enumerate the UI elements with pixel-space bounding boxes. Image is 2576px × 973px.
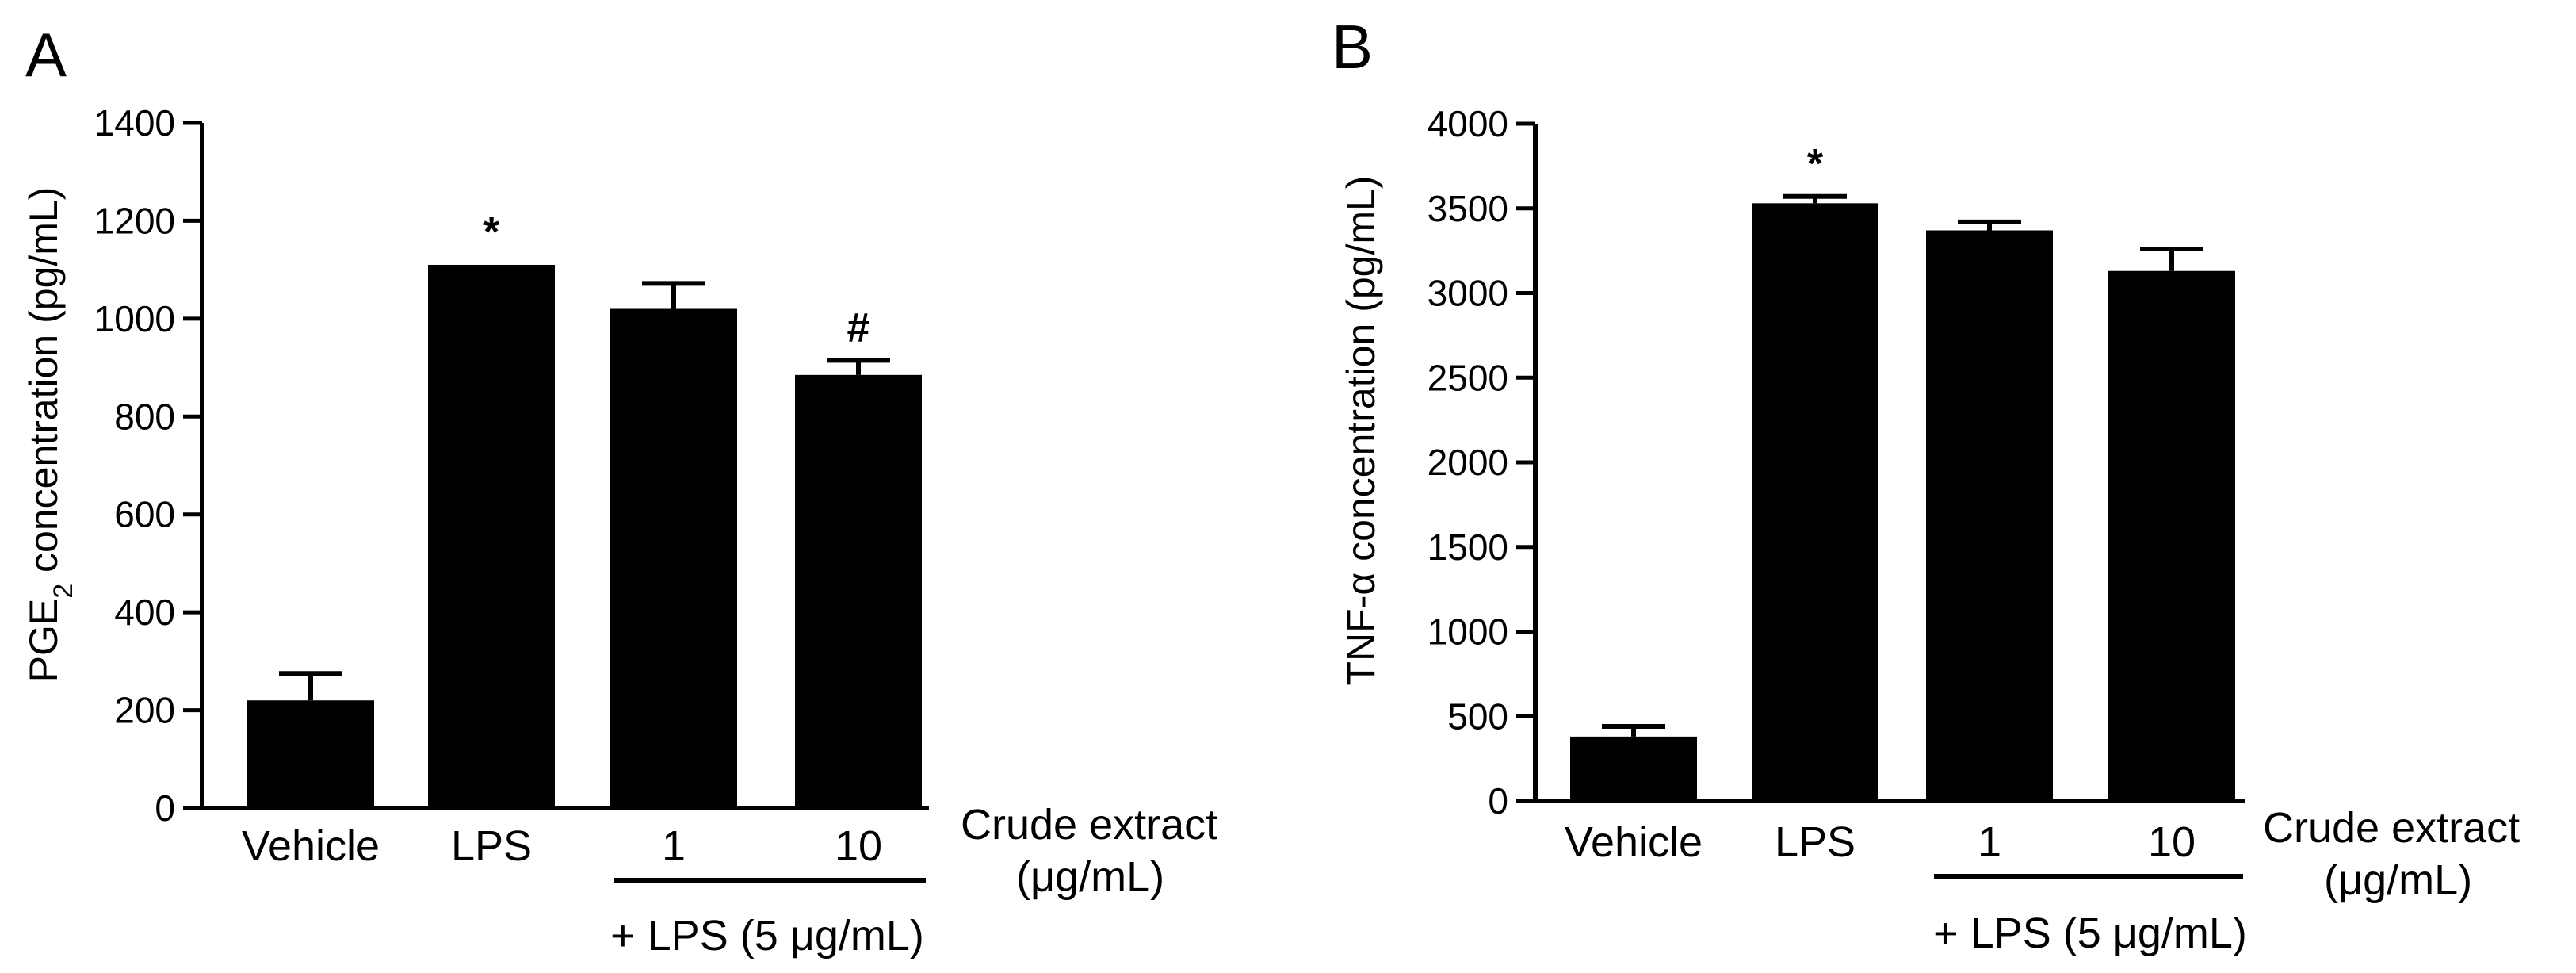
category-label-a-2: 1	[662, 822, 686, 870]
y-tick-label-b-4: 2000	[1428, 442, 1508, 483]
bar-a-1	[428, 264, 555, 808]
panel-letter-b: B	[1332, 12, 1373, 82]
y-tick-label-a-7: 1400	[94, 102, 175, 144]
y-tick-label-b-6: 3000	[1428, 273, 1508, 314]
y-axis-label-b: TNF-α concentration (pg/mL)	[1339, 176, 1383, 686]
y-axis-label-a: PGE2 concentration (pg/mL)	[21, 187, 78, 683]
y-tick-label-a-3: 600	[114, 494, 175, 535]
lps-group-label-b: + LPS (5 μg/mL)	[1933, 910, 2247, 957]
bars-a: *#	[247, 209, 922, 808]
category-label-a-1: LPS	[451, 822, 532, 870]
bar-a-2	[610, 308, 737, 808]
side-label-b-line1: Crude extract	[2263, 804, 2520, 852]
categories-a: Vehicle LPS 1 10	[242, 822, 882, 870]
y-ticks-a: 0 200 400 600 800 1000 1200 1400	[94, 102, 202, 829]
y-axis-label-a-rest: concentration (pg/mL)	[21, 187, 66, 584]
category-label-b-1: LPS	[1775, 818, 1856, 866]
bars-b: *	[1570, 141, 2235, 802]
panel-b: B TNF-α concentration (pg/mL) 0 500 1000 15…	[1332, 12, 2520, 957]
y-tick-label-a-2: 400	[114, 592, 175, 633]
y-tick-label-b-3: 1500	[1428, 527, 1508, 568]
y-tick-label-b-8: 4000	[1428, 103, 1508, 144]
category-label-b-2: 1	[1978, 818, 2001, 866]
y-tick-label-b-7: 3500	[1428, 188, 1508, 229]
significance-mark-a-3: #	[847, 305, 870, 351]
category-label-a-3: 10	[835, 822, 882, 870]
significance-mark-a-1: *	[483, 209, 500, 255]
y-tick-label-a-1: 200	[114, 690, 175, 731]
side-label-a-line2: (μg/mL)	[1016, 853, 1164, 901]
bar-b-1	[1752, 203, 1878, 802]
y-tick-label-b-2: 1000	[1428, 611, 1508, 653]
y-tick-label-a-0: 0	[155, 787, 175, 829]
y-axis-label-a-main: PGE	[21, 599, 66, 683]
y-tick-label-b-0: 0	[1488, 780, 1508, 822]
bar-a-3	[795, 374, 922, 808]
y-tick-label-a-6: 1200	[94, 200, 175, 241]
categories-b: Vehicle LPS 1 10	[1565, 818, 2196, 866]
bar-a-0	[247, 700, 374, 808]
significance-mark-b-1: *	[1807, 141, 1824, 187]
bar-b-0	[1570, 736, 1697, 801]
category-label-a-0: Vehicle	[242, 822, 380, 870]
lps-group-label-a: + LPS (5 μg/mL)	[610, 912, 924, 960]
panel-letter-a: A	[25, 20, 67, 90]
bar-b-2	[1926, 230, 2053, 801]
y-tick-label-b-5: 2500	[1428, 357, 1508, 398]
side-label-a-line1: Crude extract	[961, 801, 1217, 849]
y-tick-label-a-5: 1000	[94, 298, 175, 339]
bar-b-3	[2108, 270, 2235, 801]
y-tick-label-b-1: 500	[1447, 695, 1508, 737]
side-label-b-line2: (μg/mL)	[2324, 856, 2472, 904]
y-ticks-b: 0 500 1000 1500 2000 2500 3000 3500 4000	[1428, 103, 1535, 822]
panel-a: A PGE2 concentration (pg/mL) 0 200 400 600 8…	[21, 20, 1217, 960]
y-tick-label-a-4: 800	[114, 396, 175, 437]
y-axis-label-a-sub: 2	[48, 584, 78, 599]
category-label-b-3: 10	[2148, 818, 2196, 866]
category-label-b-0: Vehicle	[1565, 818, 1703, 866]
